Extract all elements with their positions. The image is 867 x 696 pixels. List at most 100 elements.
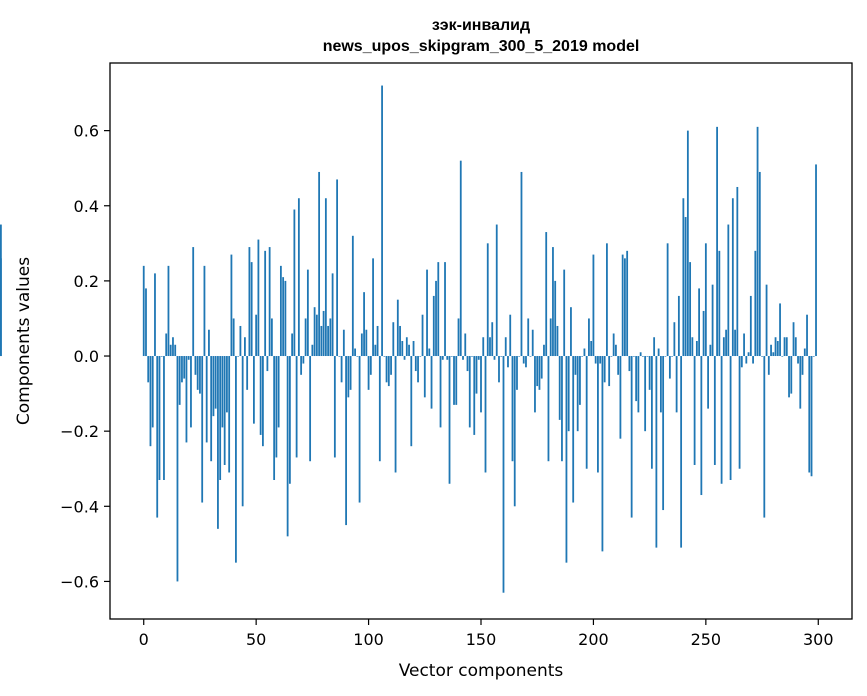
bar-296 [808, 356, 811, 473]
bar-269 [747, 352, 750, 357]
bar-175 [536, 356, 539, 387]
bar-18 [183, 356, 186, 379]
bar-182 [552, 247, 554, 357]
plot-frame [109, 62, 853, 620]
bar-164 [511, 356, 514, 462]
bar-106 [381, 85, 383, 357]
y-axis-ticks: −0.6 −0.4 −0.2 0.0 0.2 0.4 0.6 [60, 122, 110, 591]
bar-219 [635, 356, 638, 402]
bar-121 [414, 356, 417, 372]
bar-105 [378, 356, 381, 462]
x-tick-label: 300 [803, 630, 834, 649]
bar-149 [477, 356, 480, 360]
bar-104 [376, 325, 379, 357]
bar-166 [516, 356, 518, 390]
bar-4 [151, 356, 154, 428]
bar-198 [588, 318, 590, 357]
bar-102 [372, 258, 374, 357]
bar-263 [734, 329, 736, 357]
bar-221 [639, 352, 642, 357]
bar-144 [466, 356, 469, 372]
bar-173 [531, 329, 534, 357]
bar-95 [356, 356, 359, 357]
bar-260 [727, 224, 730, 357]
bar-64 [286, 356, 289, 537]
bar-53 [262, 356, 264, 447]
bar-52 [259, 356, 262, 435]
bar-228 [655, 356, 658, 548]
bar-240 [682, 198, 685, 357]
bar-150 [480, 356, 482, 413]
bar-169 [522, 356, 525, 364]
bar-256 [718, 250, 721, 357]
bar-90 [345, 356, 347, 526]
bar-54 [264, 250, 267, 357]
bar-124 [421, 314, 424, 357]
bar-3 [149, 356, 152, 447]
bar-27 [203, 265, 206, 357]
bar-41 [235, 356, 237, 563]
bar-87 [338, 356, 341, 357]
y-tick-label: −0.2 [60, 422, 99, 441]
bar-70 [300, 356, 303, 375]
x-tick-label: 200 [578, 630, 609, 649]
bar-268 [745, 356, 748, 364]
bar-84 [331, 273, 334, 357]
bar-196 [583, 348, 586, 357]
bar-191 [572, 356, 575, 503]
bar-128 [430, 356, 433, 409]
bar-82 [327, 325, 329, 357]
bar-20 [187, 356, 190, 360]
bar-298 [812, 356, 815, 357]
bar-172 [529, 356, 532, 357]
x-tick-label: 250 [691, 630, 722, 649]
bar-203 [599, 356, 602, 364]
bar-5 [154, 273, 156, 357]
bar-32 [214, 356, 217, 409]
bar-274 [758, 171, 761, 357]
bar-115 [401, 341, 404, 357]
bar-85 [333, 356, 336, 458]
bar-222 [641, 356, 644, 357]
bar-148 [475, 356, 478, 394]
bar-71 [302, 356, 305, 364]
bar-78 [318, 171, 321, 357]
bar-113 [396, 299, 399, 357]
bar-162 [507, 356, 509, 368]
bar-253 [711, 284, 714, 357]
bar-161 [504, 337, 507, 357]
bar-205 [603, 356, 606, 383]
bar-211 [617, 356, 620, 375]
bar-136 [448, 356, 451, 484]
bar-293 [801, 356, 804, 375]
bar-273 [756, 126, 759, 357]
bar-264 [736, 186, 739, 357]
bar-61 [279, 265, 282, 357]
bar-248 [700, 356, 703, 496]
bar-48 [250, 262, 253, 357]
y-tick-label: −0.4 [60, 497, 99, 516]
y-tick-label: −0.6 [60, 572, 99, 591]
bar-129 [432, 295, 435, 357]
bar-23 [194, 356, 197, 375]
bar-181 [549, 318, 552, 357]
bar-276 [763, 356, 766, 518]
bar-259 [725, 329, 727, 357]
bar-261 [729, 356, 732, 480]
bar-251 [707, 356, 709, 409]
bar-98 [363, 292, 365, 357]
bar-58 [273, 356, 276, 480]
bar-278 [767, 356, 770, 375]
bar-79 [320, 325, 323, 357]
bar-237 [675, 356, 678, 413]
bar-151 [482, 337, 485, 357]
bar-215 [626, 250, 629, 357]
bar-135 [446, 356, 449, 360]
y-tick-label: 0.2 [74, 272, 99, 291]
bar-68 [295, 356, 298, 458]
bar-51 [257, 239, 260, 357]
bar-283 [779, 303, 781, 357]
bar-265 [738, 356, 741, 469]
bar-50 [255, 314, 258, 357]
bar-44 [241, 356, 244, 507]
